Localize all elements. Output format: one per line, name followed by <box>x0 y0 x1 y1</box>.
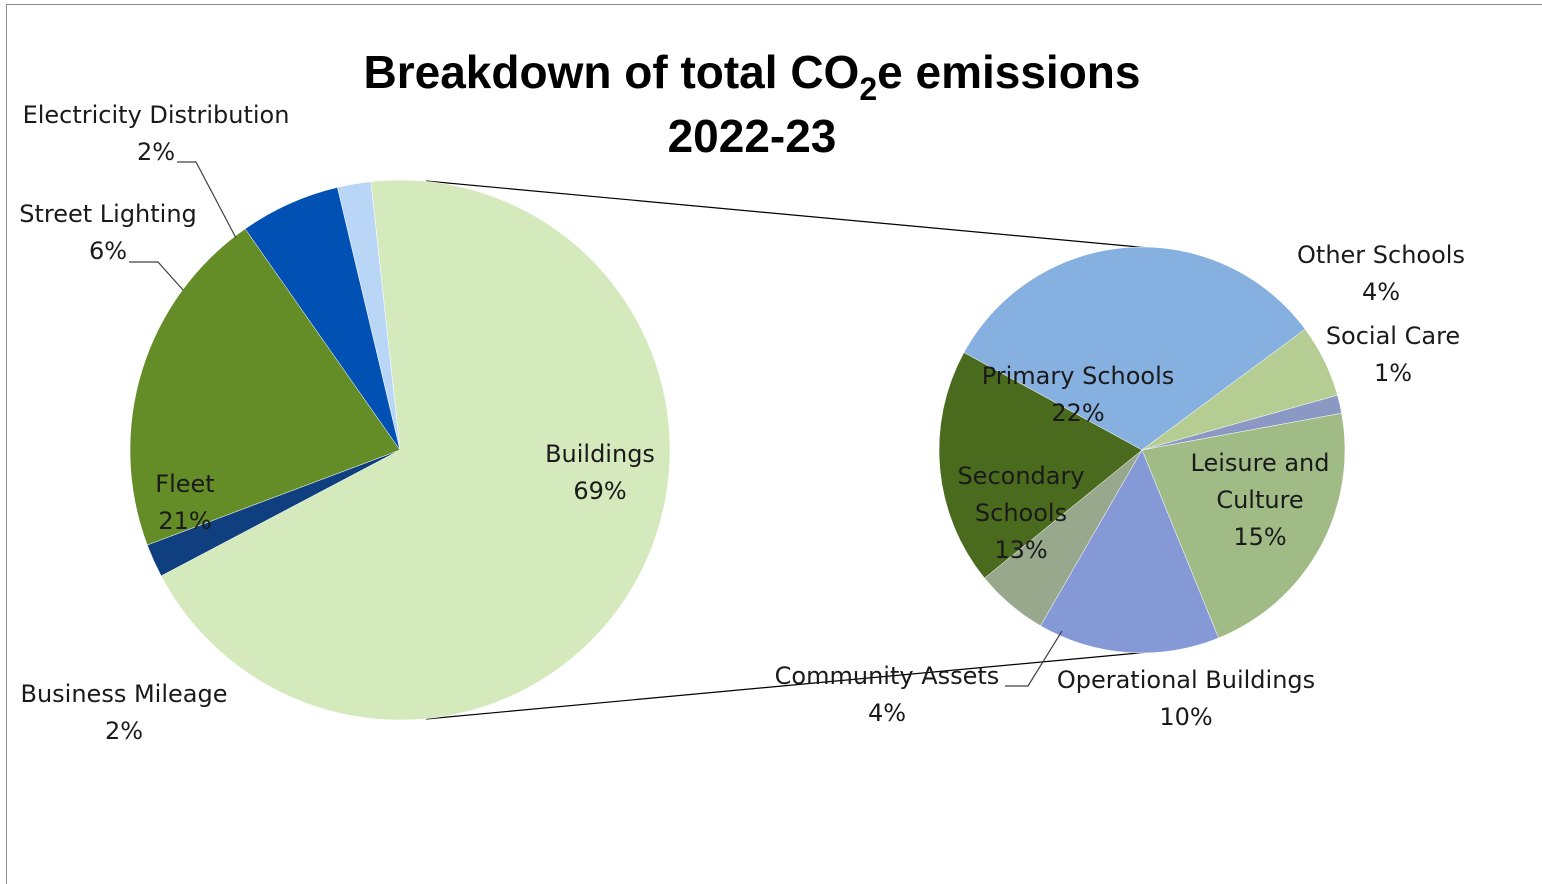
secondary-label-secondary-schools-name-2: Schools <box>975 499 1067 527</box>
secondary-label-secondary-schools-value: 13% <box>994 536 1047 564</box>
secondary-label-secondary-schools-name-1: Secondary <box>957 462 1084 490</box>
main-label-electricity-distribution-name: Electricity Distribution <box>23 101 290 129</box>
secondary-label-other-schools-value: 4% <box>1362 278 1400 306</box>
secondary-label-leisure-and-culture-name-2: Culture <box>1216 486 1303 514</box>
main-label-street-lighting-value: 6% <box>89 237 127 265</box>
secondary-label-primary-schools-value: 22% <box>1051 399 1104 427</box>
main-slice-buildings <box>160 179 671 721</box>
main-label-buildings-value: 69% <box>573 477 626 505</box>
secondary-label-operational-buildings-name: Operational Buildings <box>1057 666 1315 694</box>
secondary-label-other-schools-name: Other Schools <box>1297 241 1465 269</box>
main-label-fleet-name: Fleet <box>155 470 214 498</box>
connector-lines <box>425 180 1161 720</box>
secondary-slice-primary-schools <box>963 246 1306 451</box>
secondary-label-community-assets-value: 4% <box>868 699 906 727</box>
main-slice-fleet <box>129 228 401 546</box>
secondary-slice-leisure-and-culture <box>1141 412 1346 639</box>
chart-title-line-2: 2022-23 <box>668 110 837 162</box>
data-labels: Buildings 69% Business Mileage 2% Fleet 21% St… <box>19 101 1465 745</box>
secondary-label-primary-schools-name: Primary Schools <box>982 362 1175 390</box>
main-label-business-mileage-name: Business Mileage <box>21 680 228 708</box>
main-slice-electricity-distribution <box>337 181 401 451</box>
connector-line-top <box>425 180 1161 250</box>
main-label-street-lighting-name: Street Lighting <box>19 200 197 228</box>
main-label-fleet-value: 21% <box>158 507 211 535</box>
secondary-label-leisure-and-culture-name-1: Leisure and <box>1191 449 1330 477</box>
secondary-slice-operational-buildings <box>1040 449 1219 654</box>
secondary-label-leisure-and-culture-value: 15% <box>1233 523 1286 551</box>
main-label-business-mileage-value: 2% <box>105 717 143 745</box>
connector-line-bottom <box>425 650 1161 720</box>
secondary-slice-secondary-schools <box>938 352 1143 579</box>
leader-lines <box>129 161 1063 687</box>
main-pie <box>129 179 671 721</box>
secondary-label-community-assets-name: Community Assets <box>775 662 1000 690</box>
main-label-street-lighting-leader-line <box>129 261 184 291</box>
main-label-buildings-name: Buildings <box>545 440 655 468</box>
secondary-label-social-care-value: 1% <box>1374 359 1412 387</box>
main-label-electricity-distribution-value: 2% <box>137 138 175 166</box>
secondary-label-social-care-name: Social Care <box>1326 322 1460 350</box>
secondary-label-community-assets-leader-line <box>1005 630 1063 687</box>
main-label-electricity-distribution-leader-line <box>177 161 237 239</box>
secondary-label-operational-buildings-value: 10% <box>1159 703 1212 731</box>
chart-title-line-1: Breakdown of total CO2e emissions <box>364 46 1141 107</box>
secondary-pie <box>938 246 1346 654</box>
